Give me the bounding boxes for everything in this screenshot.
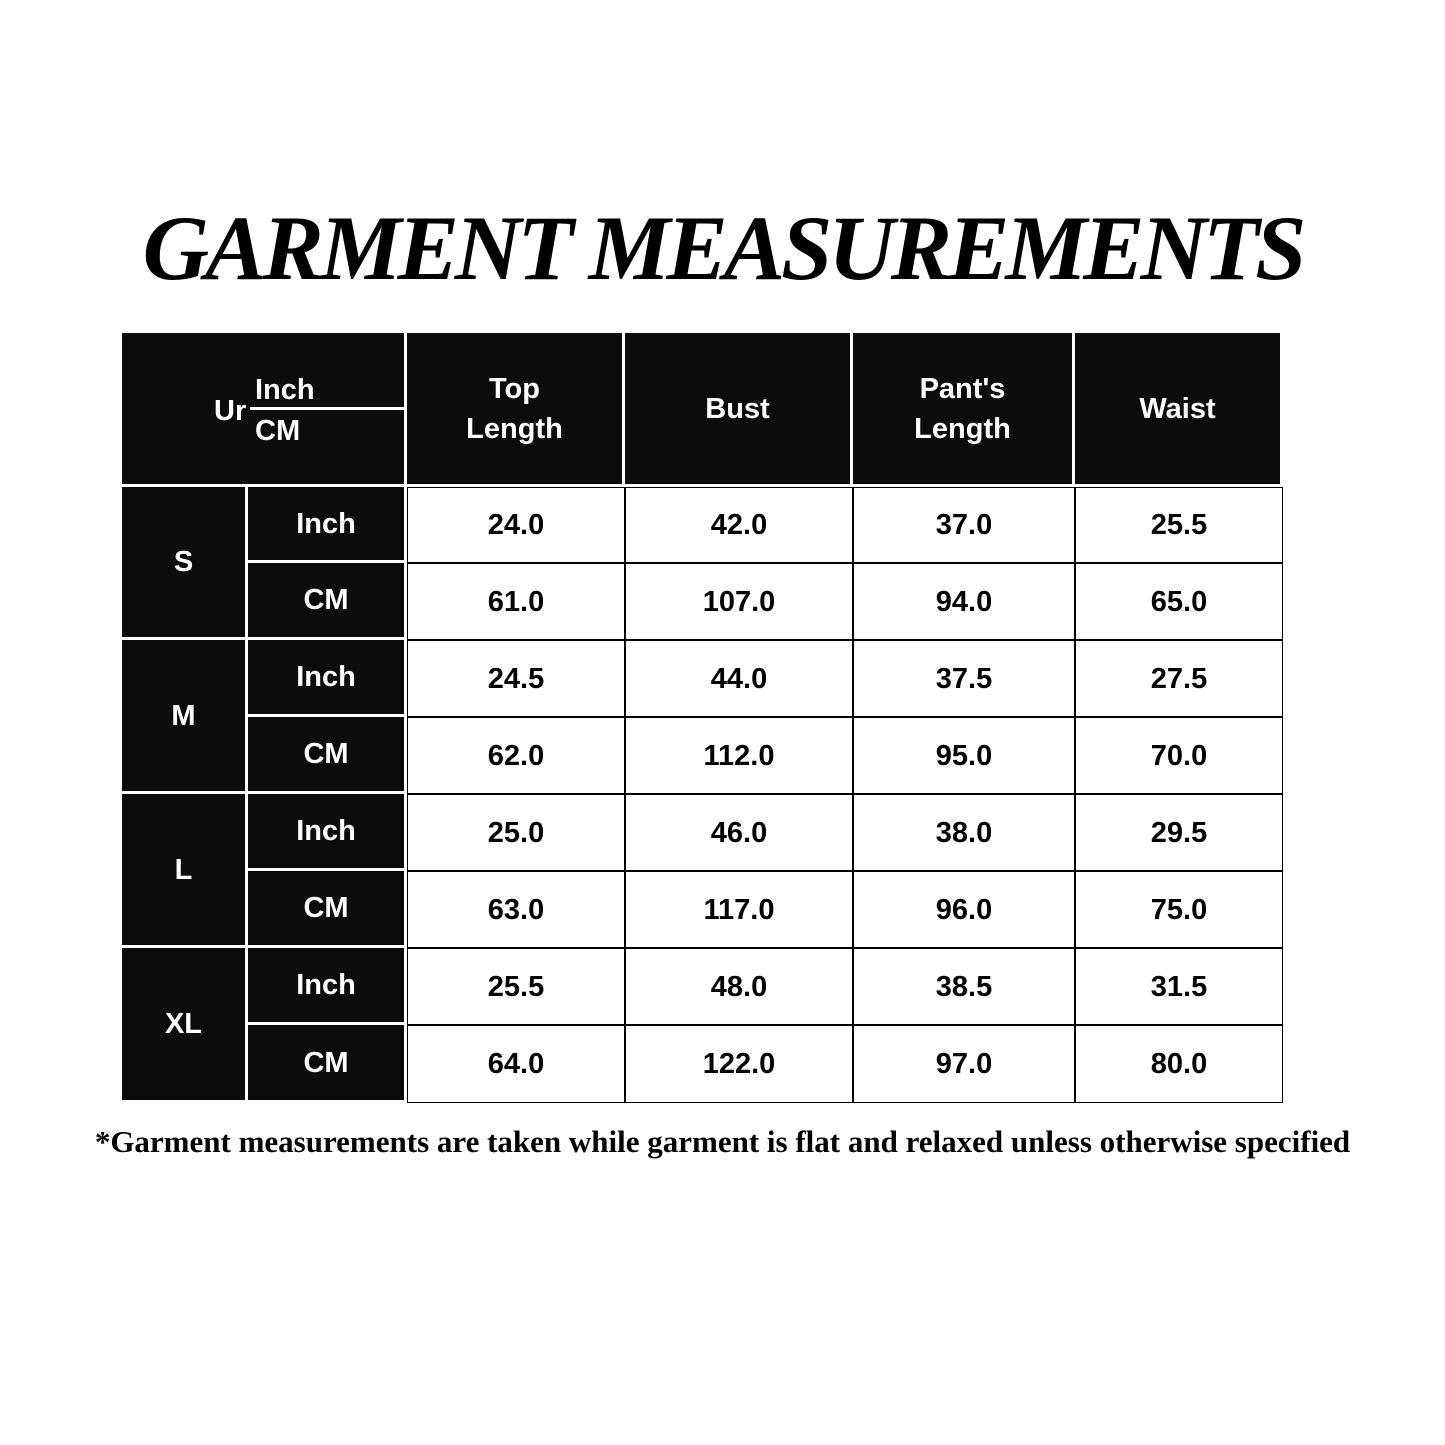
unit-label: CM — [248, 563, 407, 640]
value-cell: 122.0 — [625, 1025, 853, 1103]
size-label: L — [122, 794, 248, 948]
corner-bottom: CM — [255, 415, 301, 447]
column-header: Pant's Length — [853, 333, 1075, 487]
value-cell: 107.0 — [625, 563, 853, 640]
corner-top: Inch — [255, 374, 315, 406]
value-cell: 29.5 — [1075, 794, 1283, 871]
unit-label: Inch — [248, 487, 407, 563]
value-cell: 117.0 — [625, 871, 853, 948]
value-cell: 94.0 — [853, 563, 1075, 640]
value-cell: 25.5 — [1075, 487, 1283, 563]
unit-label: Inch — [248, 948, 407, 1025]
value-cell: 24.0 — [407, 487, 625, 563]
value-cell: 80.0 — [1075, 1025, 1283, 1103]
unit-label: CM — [248, 871, 407, 948]
value-cell: 63.0 — [407, 871, 625, 948]
value-cell: 48.0 — [625, 948, 853, 1025]
value-cell: 64.0 — [407, 1025, 625, 1103]
unit-label: CM — [248, 717, 407, 794]
corner-divider — [250, 407, 405, 410]
column-header: Waist — [1075, 333, 1283, 487]
value-cell: 44.0 — [625, 640, 853, 717]
value-cell: 46.0 — [625, 794, 853, 871]
corner-cell — [122, 333, 407, 487]
value-cell: 97.0 — [853, 1025, 1075, 1103]
value-cell: 37.5 — [853, 640, 1075, 717]
column-header: Top Length — [407, 333, 625, 487]
value-cell: 25.0 — [407, 794, 625, 871]
value-cell: 75.0 — [1075, 871, 1283, 948]
size-label: M — [122, 640, 248, 794]
unit-label: Inch — [248, 640, 407, 717]
value-cell: 96.0 — [853, 871, 1075, 948]
title: GARMENT MEASUREMENTS — [142, 197, 1307, 299]
value-cell: 27.5 — [1075, 640, 1283, 717]
value-cell: 70.0 — [1075, 717, 1283, 794]
unit-label: CM — [248, 1025, 407, 1103]
column-header: Bust — [625, 333, 853, 487]
corner-label: Ur — [214, 395, 247, 427]
value-cell: 38.0 — [853, 794, 1075, 871]
value-cell: 37.0 — [853, 487, 1075, 563]
size-label: S — [122, 487, 248, 640]
value-cell: 112.0 — [625, 717, 853, 794]
value-cell: 38.5 — [853, 948, 1075, 1025]
unit-label: Inch — [248, 794, 407, 871]
size-label: XL — [122, 948, 248, 1103]
value-cell: 42.0 — [625, 487, 853, 563]
value-cell: 25.5 — [407, 948, 625, 1025]
value-cell: 95.0 — [853, 717, 1075, 794]
value-cell: 65.0 — [1075, 563, 1283, 640]
footnote: *Garment measurements are taken while ga… — [94, 1124, 1351, 1159]
value-cell: 24.5 — [407, 640, 625, 717]
value-cell: 31.5 — [1075, 948, 1283, 1025]
value-cell: 61.0 — [407, 563, 625, 640]
value-cell: 62.0 — [407, 717, 625, 794]
